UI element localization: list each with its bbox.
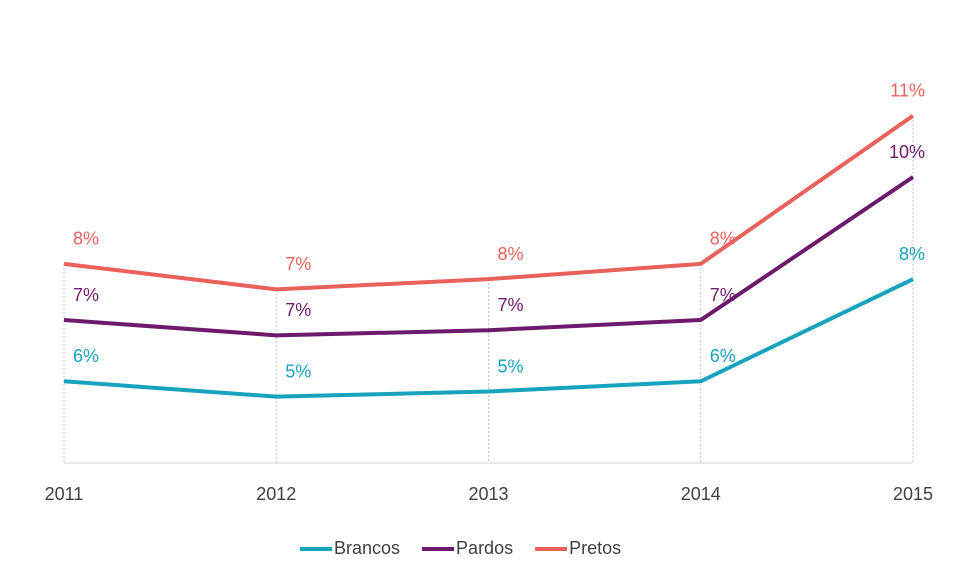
series-line — [63, 175, 915, 338]
data-label: 8% — [73, 229, 99, 249]
legend-label: Pretos — [569, 538, 621, 558]
x-tick-label: 2014 — [681, 484, 721, 504]
data-label: 7% — [285, 300, 311, 320]
x-tick-label: 2011 — [45, 484, 84, 504]
x-tick-label: 2015 — [893, 484, 933, 504]
series-line — [63, 277, 914, 399]
data-label: 7% — [497, 295, 523, 315]
data-label: 7% — [285, 254, 311, 274]
data-label: 6% — [73, 346, 99, 366]
data-label: 7% — [710, 285, 736, 305]
x-tick-label: 2012 — [256, 484, 296, 504]
legend-label: Brancos — [334, 538, 400, 558]
data-label: 6% — [710, 346, 736, 366]
series-line — [63, 114, 915, 292]
data-label: 5% — [285, 361, 311, 381]
data-label: 11% — [890, 80, 925, 100]
data-label: 8% — [497, 244, 523, 264]
legend-label: Pardos — [456, 538, 513, 558]
data-label: 7% — [73, 285, 99, 305]
x-tick-label: 2013 — [468, 484, 508, 504]
data-label: 5% — [497, 356, 523, 376]
data-label: 8% — [899, 244, 925, 264]
data-label: 8% — [710, 229, 736, 249]
data-label: 10% — [889, 142, 925, 162]
